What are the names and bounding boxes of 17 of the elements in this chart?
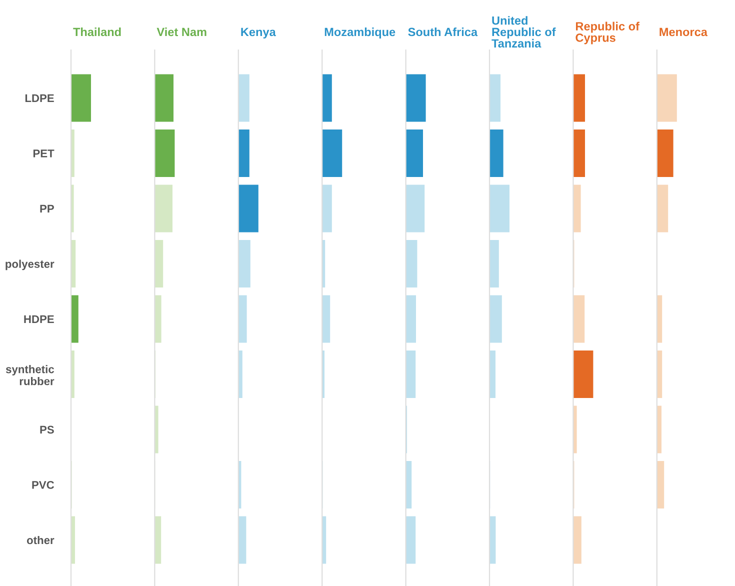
chart-title: Kenya: [241, 28, 276, 38]
chart-title: Mozambique: [324, 28, 396, 38]
chart-title: Thailand: [73, 28, 121, 36]
chart-title: South Africa: [408, 28, 478, 36]
y-tick-label: HDPE: [24, 315, 54, 324]
y-tick-label: PS: [40, 426, 54, 434]
chart-title: United Republic of Tanzania: [492, 16, 556, 48]
y-tick-label: LDPE: [25, 94, 54, 102]
chart-title: Viet Nam: [156, 28, 206, 36]
y-tick-label: synthetic rubber: [6, 365, 54, 386]
y-tick-label: polyester: [6, 260, 54, 270]
y-tick-label: PET: [33, 150, 54, 158]
chart-title: Menorca: [660, 28, 708, 36]
y-tick-label: other: [26, 536, 54, 544]
chart-title: Republic of Cyprus: [576, 22, 640, 44]
y-tick-label: PVC: [32, 481, 54, 489]
y-tick-label: PP: [40, 204, 54, 213]
